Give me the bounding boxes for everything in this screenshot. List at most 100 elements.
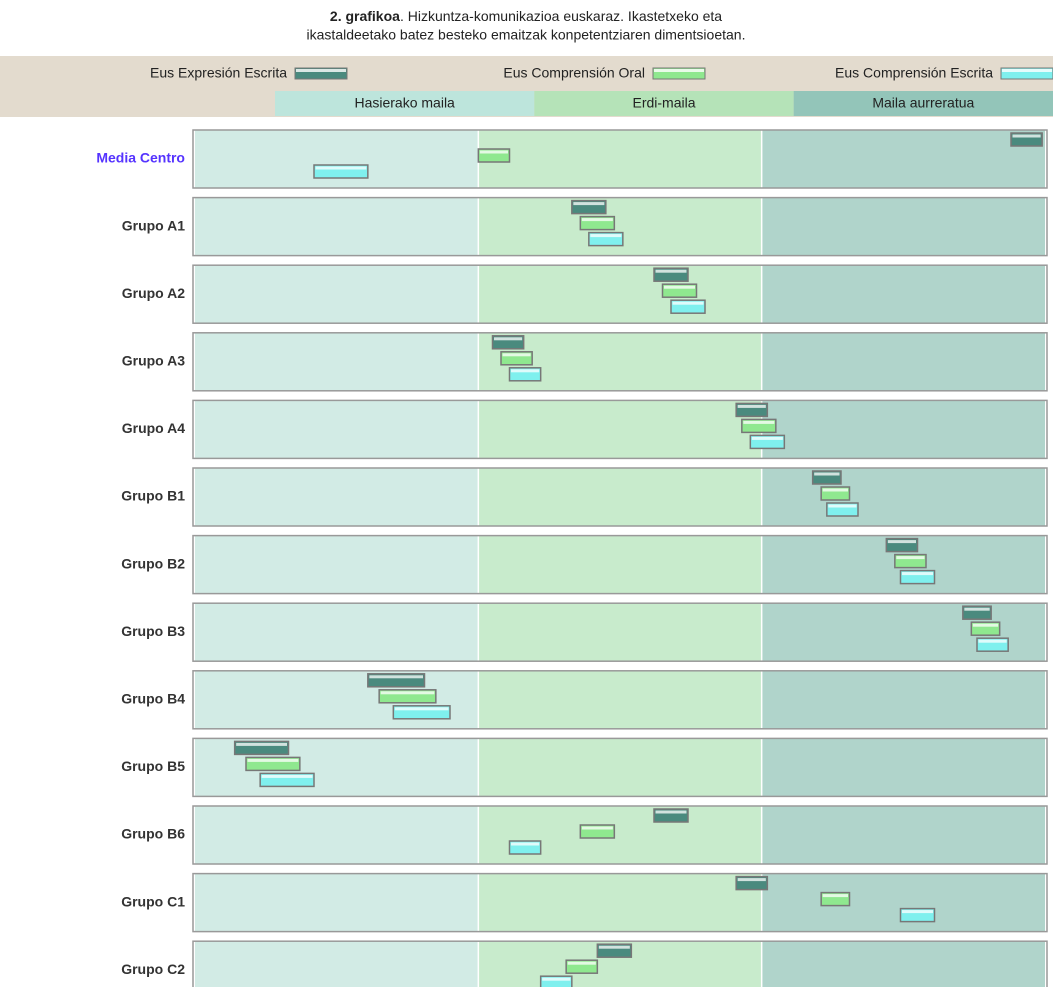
range-bar-shine (479, 150, 508, 154)
row-frame (192, 670, 1048, 730)
range-bar (539, 975, 573, 987)
row-band (478, 603, 762, 662)
band-legend (793, 91, 1053, 116)
range-bar-shine (261, 774, 313, 778)
legend-swatch (294, 67, 348, 80)
category-label: Grupo B4 (121, 691, 185, 707)
category-label: Grupo A3 (122, 353, 185, 369)
range-bar-shine (822, 488, 848, 492)
row-band (478, 130, 762, 188)
row-frame (192, 399, 1048, 460)
category-label: Media Centro (96, 150, 185, 166)
range-bar-shine (573, 202, 605, 206)
row-band (761, 197, 1045, 256)
row-band (195, 197, 479, 256)
range-bar-shine (896, 556, 925, 560)
chart-subtitle: ikastaldeetako batez besteko emaitzak ko… (307, 27, 746, 43)
row-band (195, 603, 479, 662)
row-frame (192, 737, 1048, 798)
legend-bg (0, 56, 1053, 90)
range-bar-shine (655, 269, 687, 273)
row-band (478, 670, 762, 729)
title-bold: 2. grafikoa (330, 8, 400, 24)
row-frame (192, 602, 1048, 662)
category-label: Grupo B2 (121, 555, 185, 571)
row-band (761, 603, 1045, 662)
row-band (761, 873, 1045, 932)
range-bar-shine (737, 878, 766, 882)
range-bar-shine (964, 607, 990, 611)
band-legend-label: Hasierako maila (354, 95, 455, 111)
row-frame (192, 129, 1048, 189)
row-band (478, 806, 762, 864)
category-label: Grupo B1 (121, 488, 185, 504)
row-band (478, 265, 762, 324)
range-bar-shine (542, 977, 571, 981)
category-label: Grupo B3 (121, 623, 185, 639)
range-bar-shine (494, 337, 523, 341)
category-label: Grupo C2 (121, 961, 185, 977)
chart-title: 2. grafikoa. Hizkuntza-komunikazioa eusk… (330, 8, 722, 24)
row-frame (192, 196, 1048, 257)
row-frame (192, 264, 1048, 324)
range-bar-shine (567, 961, 596, 965)
range-bar-shine (315, 166, 367, 170)
range-bar-shine (672, 301, 704, 305)
range-bar-shine (751, 436, 783, 440)
category-label: Grupo A4 (122, 420, 185, 436)
range-bar-shine (978, 639, 1007, 643)
category-label: Grupo B6 (121, 826, 185, 842)
range-bar-shine (814, 472, 840, 476)
legend-label: Eus Comprensión Escrita (835, 65, 993, 81)
legend-swatch-shine (654, 69, 704, 72)
row-band (761, 468, 1045, 526)
range-bar-shine (887, 540, 916, 544)
row-band (195, 265, 479, 324)
legend-swatch-shine (1002, 69, 1052, 72)
legend-swatch (1000, 67, 1053, 80)
range-bar-shine (590, 234, 622, 238)
row-frame (192, 872, 1048, 933)
range-bar-shine (502, 353, 531, 357)
row-band (478, 738, 762, 797)
range-bar-shine (664, 285, 695, 289)
row-band (761, 332, 1045, 391)
range-bar-shine (581, 826, 613, 830)
range-bar-shine (598, 945, 630, 949)
range-bar-shine (581, 218, 613, 222)
range-bar-shine (737, 404, 766, 408)
range-bar-shine (511, 842, 540, 846)
range-bar-shine (902, 572, 933, 576)
row-band (761, 130, 1045, 188)
title-line1: . Hizkuntza-komunikazioa euskaraz. Ikast… (400, 8, 722, 24)
range-bar-shine (511, 369, 540, 373)
band-legend (534, 91, 794, 116)
row-frame (192, 534, 1048, 595)
range-bar-shine (972, 623, 999, 627)
row-band (195, 535, 479, 594)
category-label: Grupo A2 (122, 285, 185, 301)
row-band (761, 265, 1045, 324)
category-label: Grupo A1 (122, 217, 185, 233)
row-band (478, 400, 762, 459)
row-band (195, 873, 479, 932)
range-bar-shine (902, 910, 933, 914)
row-band (195, 468, 479, 526)
row-band (761, 670, 1045, 729)
row-frame (192, 332, 1048, 392)
row-band (195, 332, 479, 391)
row-frame (192, 940, 1048, 987)
range-bar-shine (822, 894, 848, 898)
row-band (195, 806, 479, 864)
row-band (761, 400, 1045, 459)
legend-swatch-shine (296, 69, 346, 72)
row-band (478, 535, 762, 594)
row-band (478, 873, 762, 932)
row-frame (192, 805, 1048, 865)
range-bar-shine (743, 420, 775, 424)
legend-label: Eus Comprensión Oral (503, 65, 645, 81)
category-label: Grupo B5 (121, 758, 185, 774)
category-label: Grupo C1 (121, 893, 185, 909)
range-bar-shine (655, 810, 687, 814)
row-band (761, 941, 1045, 987)
